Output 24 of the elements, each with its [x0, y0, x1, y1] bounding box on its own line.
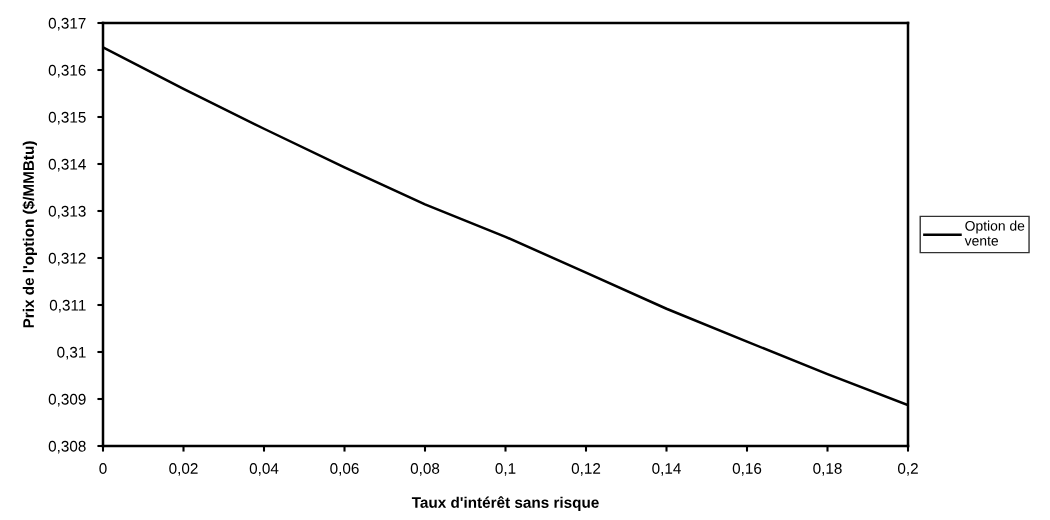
y-tick-label: 0,314 [48, 158, 86, 172]
legend-label: Option de vente [964, 220, 1025, 246]
x-tick-label: 0,08 [410, 463, 440, 476]
y-tick-label: 0,315 [48, 111, 86, 125]
x-tick-label: 0,12 [571, 463, 601, 476]
y-tick-label: 0,31 [57, 346, 86, 360]
x-tick-label: 0,18 [813, 463, 842, 476]
y-tick-label: 0,317 [48, 17, 86, 31]
x-tick-label: 0 [99, 463, 107, 474]
y-tick-label: 0,311 [49, 299, 86, 313]
y-tick-label: 0,316 [48, 64, 86, 78]
x-tick-label: 0,06 [330, 463, 359, 476]
x-tick-label: 0,14 [652, 463, 681, 476]
x-tick-label: 0,1 [495, 463, 516, 476]
x-tick-label: 0,04 [249, 463, 279, 476]
x-tick-label: 0,02 [169, 463, 198, 476]
x-tick-label: 0,16 [732, 463, 762, 476]
y-tick-label: 0,309 [48, 393, 86, 407]
y-axis-title: Prix de l'option ($/MMBtu) [22, 141, 37, 328]
y-tick-label: 0,313 [48, 205, 86, 219]
x-tick-label: 0,2 [897, 463, 918, 476]
x-axis-title: Taux d'intérêt sans risque [411, 496, 599, 511]
y-tick-label: 0,308 [48, 440, 86, 454]
y-tick-label: 0,312 [48, 252, 86, 266]
